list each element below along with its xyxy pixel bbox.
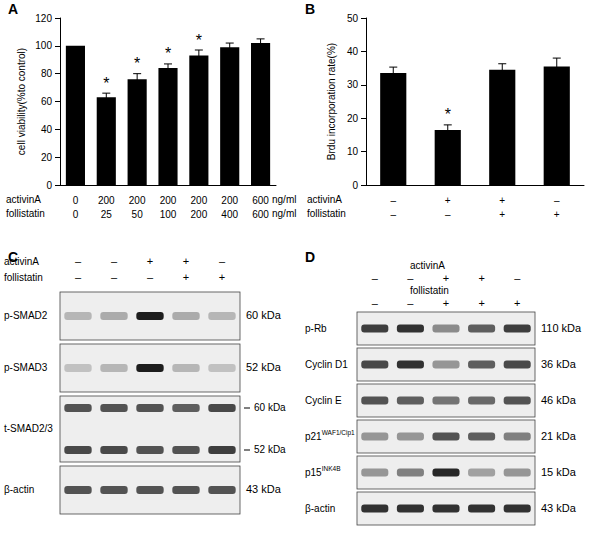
svg-text:–: – <box>407 272 414 284</box>
svg-text:200: 200 <box>160 195 177 206</box>
svg-text:+: + <box>183 271 189 283</box>
svg-text:–: – <box>147 271 154 283</box>
svg-text:D: D <box>305 249 315 265</box>
svg-text:C: C <box>8 249 18 265</box>
svg-text:–: – <box>372 297 379 309</box>
svg-text:+: + <box>445 195 451 206</box>
svg-text:0: 0 <box>73 195 79 206</box>
svg-text:200: 200 <box>129 195 146 206</box>
svg-text:100: 100 <box>35 40 52 51</box>
svg-text:46 kDa: 46 kDa <box>541 393 577 405</box>
svg-text:10: 10 <box>347 146 359 157</box>
svg-text:80: 80 <box>41 68 53 79</box>
svg-text:36 kDa: 36 kDa <box>541 357 577 369</box>
svg-text:0: 0 <box>46 180 52 191</box>
svg-text:200: 200 <box>221 195 238 206</box>
svg-text:0: 0 <box>352 180 358 191</box>
svg-text:A: A <box>8 1 18 17</box>
svg-text:–: – <box>75 255 82 267</box>
svg-text:+: + <box>219 271 225 283</box>
svg-text:*: * <box>445 106 451 123</box>
svg-text:p-SMAD2: p-SMAD2 <box>4 310 48 321</box>
svg-text:40: 40 <box>41 124 53 135</box>
svg-text:200: 200 <box>98 195 115 206</box>
svg-text:–: – <box>554 195 560 206</box>
svg-text:50: 50 <box>347 13 359 24</box>
svg-text:*: * <box>165 45 171 62</box>
svg-text:–: – <box>111 255 118 267</box>
svg-text:40: 40 <box>347 46 359 57</box>
svg-text:–: – <box>407 297 414 309</box>
svg-text:–: – <box>111 271 118 283</box>
svg-text:21 kDa: 21 kDa <box>541 429 577 441</box>
svg-text:43 kDa: 43 kDa <box>246 483 282 495</box>
svg-text:20: 20 <box>41 152 53 163</box>
svg-text:Brdu incorporation rate(%): Brdu incorporation rate(%) <box>326 43 337 160</box>
svg-text:+: + <box>478 272 484 284</box>
svg-text:Cyclin E: Cyclin E <box>305 394 342 405</box>
svg-text:p-Rb: p-Rb <box>305 322 327 333</box>
svg-text:60 kDa: 60 kDa <box>246 309 282 321</box>
svg-text:cell viability(%to control): cell viability(%to control) <box>16 48 27 155</box>
svg-text:p21WAF1/Cip1: p21WAF1/Cip1 <box>305 428 355 441</box>
svg-text:–: – <box>390 209 396 220</box>
svg-text:–: – <box>390 195 396 206</box>
svg-text:0: 0 <box>73 209 79 220</box>
svg-text:*: * <box>103 75 109 92</box>
svg-text:ng/ml: ng/ml <box>272 194 296 205</box>
svg-text:+: + <box>443 272 449 284</box>
svg-text:B: B <box>305 1 315 17</box>
svg-text:30: 30 <box>347 79 359 90</box>
svg-text:60: 60 <box>41 96 53 107</box>
svg-text:120: 120 <box>35 13 52 24</box>
svg-text:+: + <box>478 297 484 309</box>
svg-text:*: * <box>134 55 140 72</box>
svg-text:+: + <box>499 195 505 206</box>
svg-text:60 kDa: 60 kDa <box>254 402 286 413</box>
svg-text:25: 25 <box>101 209 113 220</box>
svg-text:t-SMAD2/3: t-SMAD2/3 <box>4 423 53 434</box>
svg-text:β-actin: β-actin <box>4 484 34 495</box>
svg-text:200: 200 <box>191 209 208 220</box>
svg-text:follistatin: follistatin <box>307 208 346 219</box>
svg-text:follistatin: follistatin <box>410 285 449 296</box>
svg-text:110 kDa: 110 kDa <box>541 321 582 333</box>
svg-text:β-actin: β-actin <box>305 502 335 513</box>
svg-text:p-SMAD3: p-SMAD3 <box>4 362 48 373</box>
svg-text:Cyclin D1: Cyclin D1 <box>305 358 348 369</box>
svg-text:+: + <box>147 255 153 267</box>
svg-text:+: + <box>443 297 449 309</box>
svg-text:15 kDa: 15 kDa <box>541 465 577 477</box>
svg-text:600: 600 <box>252 209 269 220</box>
svg-text:p15INK4B: p15INK4B <box>305 464 340 477</box>
svg-text:ng/ml: ng/ml <box>272 208 296 219</box>
svg-text:+: + <box>554 209 560 220</box>
svg-text:–: – <box>445 209 451 220</box>
svg-text:52 kDa: 52 kDa <box>254 444 286 455</box>
svg-text:–: – <box>75 271 82 283</box>
svg-text:+: + <box>514 297 520 309</box>
svg-text:activinA: activinA <box>307 194 342 205</box>
svg-text:follistatin: follistatin <box>4 272 43 283</box>
svg-text:*: * <box>196 32 202 49</box>
svg-text:200: 200 <box>191 195 208 206</box>
svg-text:follistatin: follistatin <box>6 208 45 219</box>
svg-text:400: 400 <box>221 209 238 220</box>
svg-text:43 kDa: 43 kDa <box>541 501 577 513</box>
svg-text:100: 100 <box>160 209 177 220</box>
svg-text:50: 50 <box>132 209 144 220</box>
svg-text:52 kDa: 52 kDa <box>246 361 282 373</box>
svg-text:+: + <box>183 255 189 267</box>
svg-text:+: + <box>499 209 505 220</box>
svg-text:20: 20 <box>347 113 359 124</box>
svg-text:activinA: activinA <box>4 256 39 267</box>
svg-text:activinA: activinA <box>6 194 41 205</box>
svg-text:–: – <box>514 272 521 284</box>
svg-text:–: – <box>372 272 379 284</box>
svg-text:activinA: activinA <box>410 260 445 271</box>
svg-text:–: – <box>219 255 226 267</box>
svg-text:600: 600 <box>252 195 269 206</box>
